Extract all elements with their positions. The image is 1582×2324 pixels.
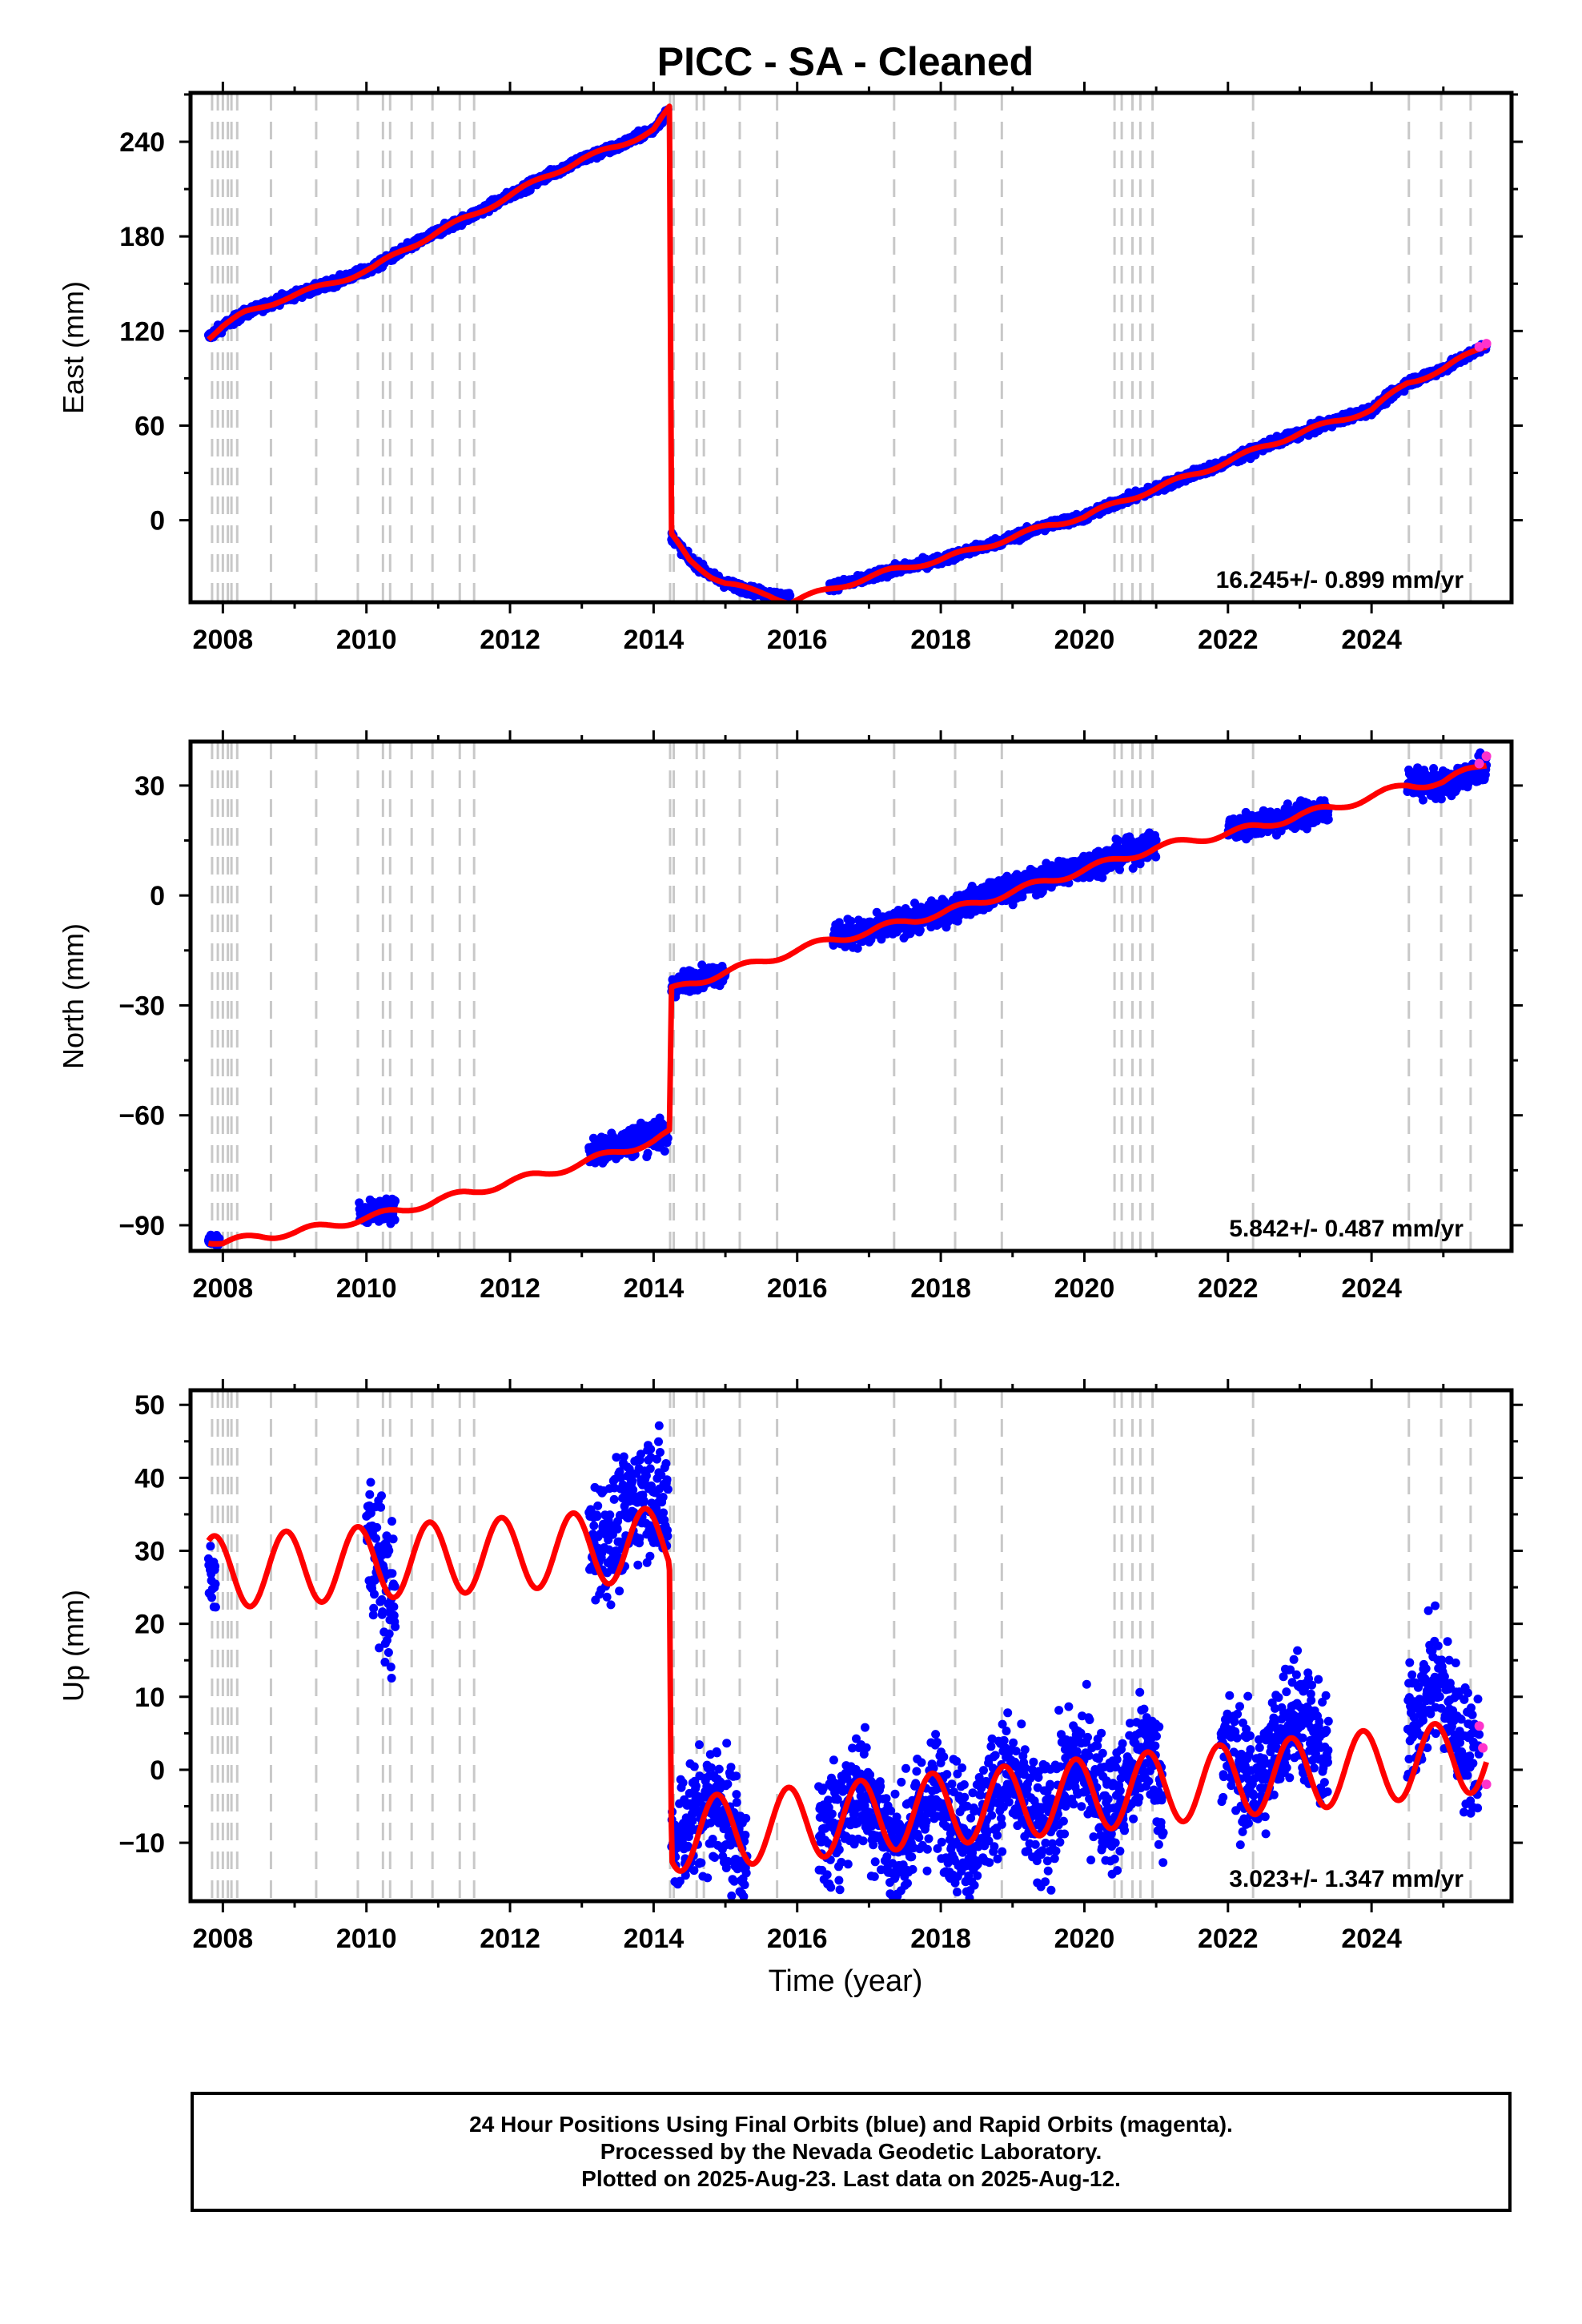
final-orbit-point	[391, 1196, 400, 1206]
x-tick-label: 2016	[767, 625, 828, 655]
x-tick-label: 2020	[1054, 625, 1115, 655]
x-tick-label: 2022	[1198, 625, 1259, 655]
east-axis-label: East (mm)	[57, 281, 90, 414]
y-tick-label: 240	[119, 127, 165, 158]
panel-east: 2008 2010 2012 2014 2016 2018 2020 2022 2024 0 60 1…	[57, 82, 1523, 655]
x-tick-label: 2018	[910, 625, 971, 655]
north-plot-area	[203, 742, 1492, 1251]
final-orbit-point	[660, 1147, 669, 1156]
model-curve	[207, 103, 1488, 602]
x-tick-label: 2014	[624, 625, 685, 655]
final-orbit-point	[915, 926, 925, 935]
y-tick-label: 120	[119, 316, 165, 347]
y-tick-label: 0	[150, 506, 165, 537]
y-tick-label: 180	[119, 222, 165, 252]
x-tick-label: 2012	[480, 625, 540, 655]
panel-north: 2008 2010 2012 2014 2016 2018 2020 2022 2024−90−…	[57, 730, 1523, 1304]
east-plot-area	[203, 93, 1492, 602]
final-orbit-point	[643, 1148, 652, 1158]
chart-title: PICC - SA - Cleaned	[657, 39, 1034, 84]
y-tick-label: 60	[135, 411, 165, 441]
final-orbit-point	[846, 916, 856, 926]
x-tick-label: 2010	[336, 625, 397, 655]
east-rate-label: 16.245+/- 0.899 mm/yr	[1216, 567, 1464, 593]
x-tick-label: 2008	[193, 625, 254, 655]
x-tick-label: 2024	[1341, 625, 1402, 655]
final-orbit-point	[785, 591, 795, 601]
plot-frame	[188, 90, 1514, 605]
final-orbit-point	[390, 1215, 400, 1224]
rapid-orbit-point	[1481, 339, 1492, 349]
